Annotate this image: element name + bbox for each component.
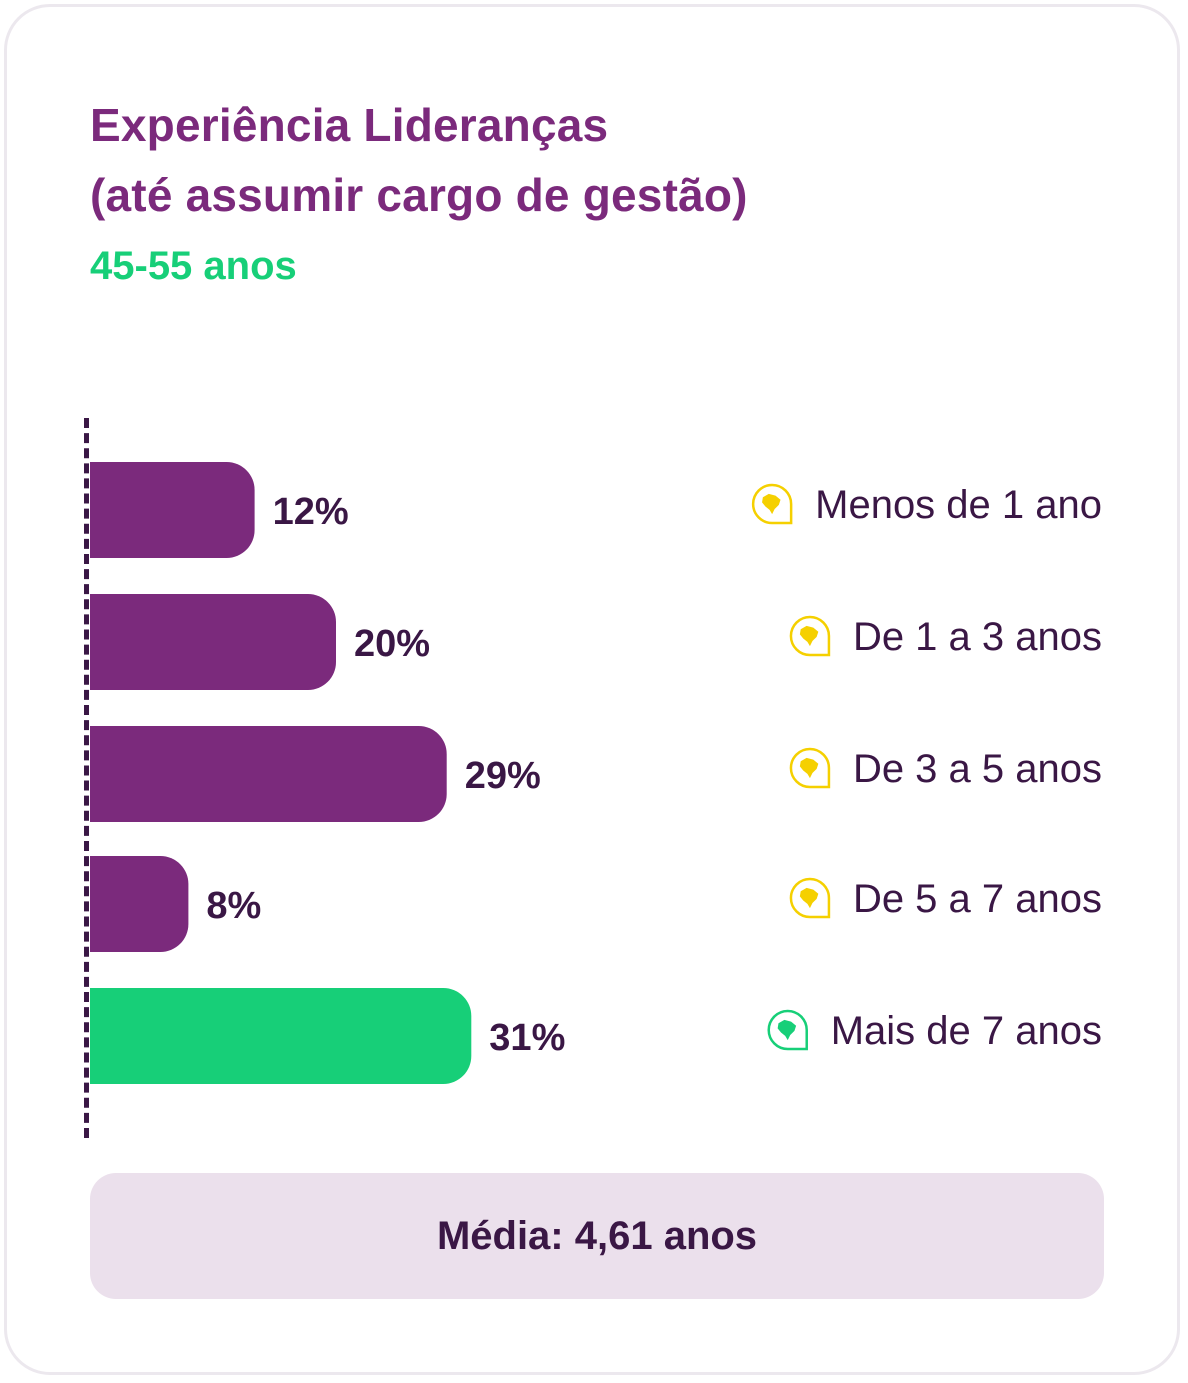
chart-title: Experiência Lideranças (até assumir carg… — [90, 90, 748, 230]
chart-subtitle: 45-55 anos — [90, 244, 297, 288]
bar-value-label-1: 12% — [273, 491, 349, 533]
chart-title-line-1: Experiência Lideranças — [90, 99, 609, 151]
category-label-2: De 1 a 3 anos — [853, 615, 1102, 659]
bar-value-label-3: 29% — [465, 755, 541, 797]
bar-value-label-4: 8% — [206, 885, 261, 927]
category-label-1: Menos de 1 ano — [815, 483, 1102, 527]
bar-value-label-5: 31% — [489, 1017, 565, 1059]
brazil-map-icon — [751, 483, 793, 525]
category-label-3: De 3 a 5 anos — [853, 747, 1102, 791]
category-label-5: Mais de 7 anos — [831, 1009, 1102, 1053]
brazil-map-icon — [789, 877, 831, 919]
brazil-map-icon — [789, 615, 831, 657]
brazil-map-icon — [767, 1009, 808, 1051]
bar-value-label-2: 20% — [354, 623, 430, 665]
average-summary-text: Média: 4,61 anos — [436, 1213, 758, 1258]
brazil-map-icon — [789, 747, 831, 789]
bar-4 — [90, 856, 189, 952]
bar-3 — [90, 726, 447, 822]
bar-2 — [90, 594, 336, 690]
baseline-axis — [84, 418, 89, 1138]
chart-title-line-2: (até assumir cargo de gestão) — [90, 169, 748, 221]
bar-1 — [90, 462, 255, 558]
bar-5 — [90, 988, 472, 1084]
average-summary-box: Média: 4,61 anos — [90, 1173, 1104, 1299]
category-label-4: De 5 a 7 anos — [853, 877, 1102, 921]
